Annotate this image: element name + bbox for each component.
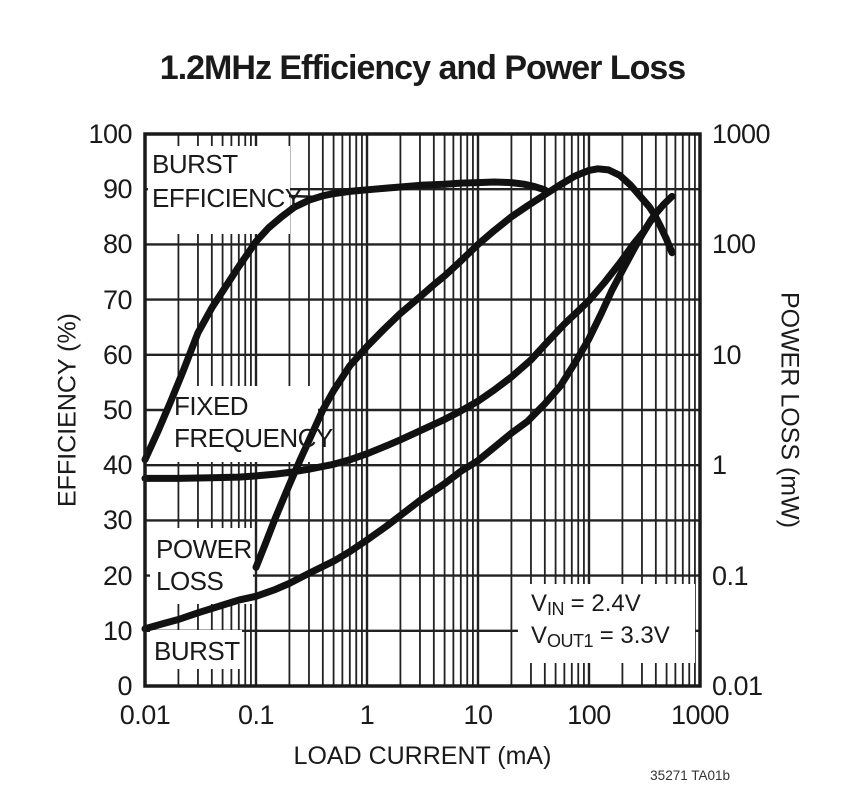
x-tick-label: 1	[359, 700, 375, 730]
right-tick-label: 0.1	[712, 560, 749, 591]
x-tick-label: 0.1	[237, 700, 275, 730]
left-tick-label: 100	[88, 119, 132, 149]
left-tick-label: 10	[102, 615, 133, 646]
left-tick-label: 50	[102, 395, 133, 425]
vout-symbol: V	[531, 622, 548, 649]
right-tick-label: 1000	[712, 119, 771, 149]
label-power-loss-line1: POWER	[156, 534, 252, 564]
left-tick-label: 20	[102, 560, 133, 591]
curve-burst-efficiency	[141, 178, 549, 464]
vin-subscript: IN	[547, 599, 565, 619]
label-burst-efficiency-line2: EFFICIENCY	[152, 183, 302, 213]
condition-vin: VIN = 2.4V	[531, 590, 641, 620]
vin-symbol: V	[531, 590, 548, 617]
left-tick-label: 80	[102, 229, 133, 260]
right-axis-title: POWER LOSS (mW)	[775, 291, 804, 529]
right-tick-label: 0.01	[712, 671, 763, 701]
left-tick-label: 60	[102, 339, 133, 370]
label-fixed-frequency-line1: FIXED	[174, 391, 249, 421]
label-burst-efficiency-line1: BURST	[152, 149, 238, 179]
left-tick-label: 0	[117, 671, 132, 701]
condition-vout1: VOUT1 = 3.3V	[531, 622, 670, 652]
data-curves	[141, 165, 676, 633]
right-tick-label: 1	[712, 450, 727, 481]
left-tick-label: 90	[102, 174, 133, 205]
right-tick-label: 10	[712, 339, 742, 370]
curve-fixed-frequency-efficiency	[252, 165, 676, 571]
right-tick-label: 100	[712, 229, 756, 260]
label-burst: BURST	[154, 636, 240, 666]
label-power-loss-line2: LOSS	[156, 566, 224, 596]
vout-subscript: OUT1	[547, 631, 594, 651]
plot-border	[143, 132, 702, 688]
left-tick-label: 30	[102, 505, 133, 536]
label-fixed-frequency-line2: FREQUENCY	[174, 423, 333, 453]
vin-value: = 2.4V	[564, 590, 641, 617]
chart-title: 1.2MHz Efficiency and Power Loss	[159, 49, 686, 87]
x-axis-title: LOAD CURRENT (mA)	[293, 742, 552, 770]
curve-fixed-frequency-power-loss	[141, 192, 676, 482]
left-tick-label: 70	[102, 284, 133, 315]
x-tick-label: 0.01	[119, 700, 171, 730]
vout-value: = 3.3V	[593, 622, 670, 649]
x-tick-label: 1000	[670, 700, 730, 730]
x-tick-label: 10	[463, 700, 493, 730]
left-tick-label: 40	[102, 450, 133, 481]
label-mask-boxes	[148, 146, 695, 669]
figure-code: 35271 TA01b	[650, 768, 730, 783]
curve-burst-power-loss	[141, 211, 659, 633]
x-tick-label: 100	[567, 700, 611, 730]
